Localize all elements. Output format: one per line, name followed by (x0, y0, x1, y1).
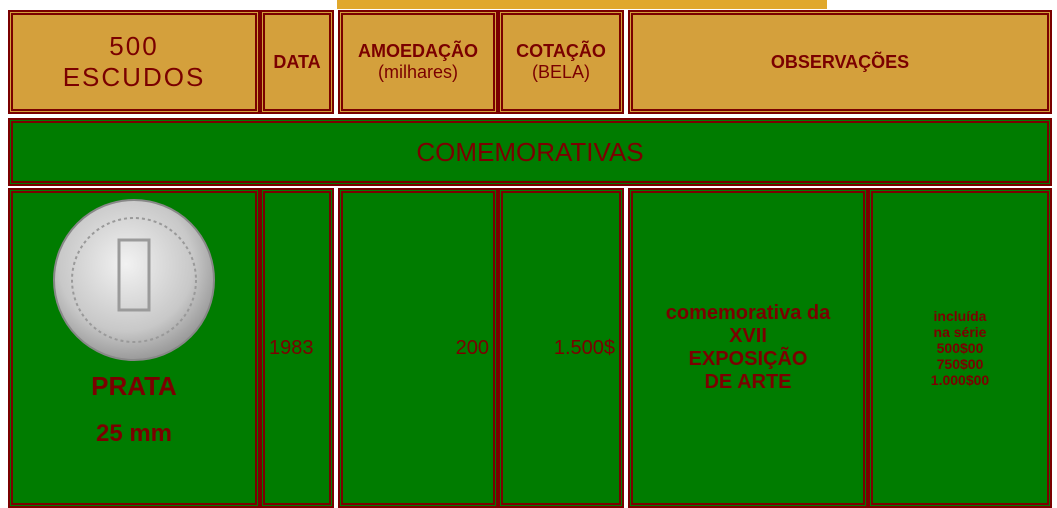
date-cell: 1983 (260, 188, 334, 508)
section-title: COMEMORATIVAS (416, 136, 644, 167)
title: 500 (109, 31, 159, 61)
description-line: EXPOSIÇÃO (688, 348, 808, 370)
header-cell: AMOEDAÇÃO (milhares) (338, 10, 498, 114)
header-unit: (BELA) (531, 62, 591, 82)
header-unit: (milhares) (377, 62, 458, 82)
description-cell: comemorativa da XVII EXPOSIÇÃO DE ARTE (628, 188, 868, 508)
header-title: 500 ESCUDOS (8, 10, 260, 114)
price: 1.500$ (553, 336, 615, 359)
description-line: XVII (729, 325, 767, 347)
header-label: DATA (273, 51, 321, 72)
series-line: incluída (933, 308, 987, 324)
section-row: COMEMORATIVAS (8, 118, 1052, 186)
header-label: COTAÇÃO (516, 41, 606, 61)
series-line: 500$00 (936, 340, 984, 356)
date: 1983 (269, 336, 314, 359)
top-strip (337, 0, 827, 9)
header-label: AMOEDAÇÃO (358, 41, 478, 61)
series-line: 750$00 (936, 356, 984, 372)
mintage-cell: 200 (338, 188, 498, 508)
header-label: OBSERVAÇÕES (770, 51, 910, 72)
coin-cell: PRATA 25 mm (8, 188, 260, 508)
title: ESCUDOS (62, 62, 206, 92)
diameter: 25 mm (95, 420, 173, 447)
header-cell: OBSERVAÇÕES (628, 10, 1052, 114)
series-cell: incluída na série 500$00 750$00 1.000$00 (868, 188, 1052, 508)
description-line: comemorativa da (665, 302, 831, 324)
series-line: na série (933, 324, 987, 340)
price-cell: 1.500$ (498, 188, 624, 508)
series-line: 1.000$00 (930, 372, 990, 388)
header-cell: COTAÇÃO (BELA) (498, 10, 624, 114)
description-line: DE ARTE (704, 371, 792, 393)
mintage: 200 (455, 336, 489, 359)
coin-image (53, 199, 215, 361)
header-cell: DATA (260, 10, 334, 114)
metal: PRATA (91, 371, 177, 401)
